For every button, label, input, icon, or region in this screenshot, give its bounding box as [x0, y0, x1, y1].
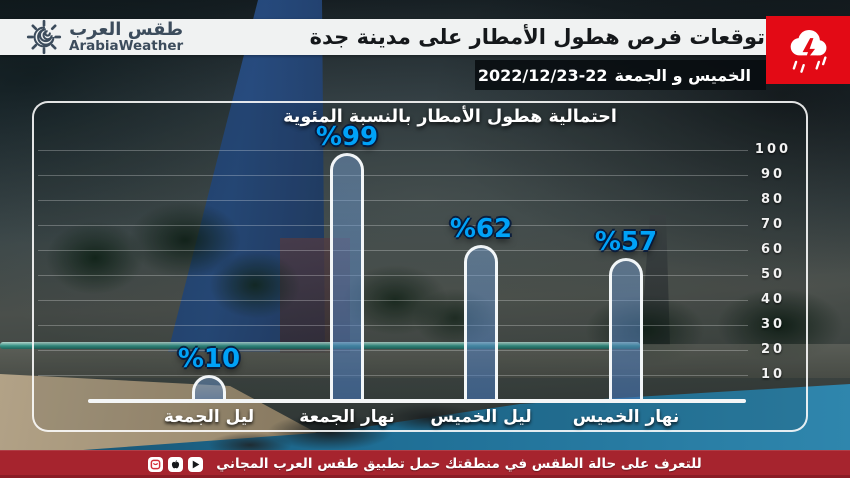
rain-bar — [609, 257, 643, 402]
bar-category-label: ليل الخميس — [430, 407, 532, 427]
y-tick-label-20: 20 — [760, 342, 786, 357]
bar-value-label: %57 — [594, 226, 658, 257]
date-bar: الخميس و الجمعة 2022/12/23-22 — [475, 60, 766, 90]
google-play-icon[interactable] — [188, 456, 204, 472]
huawei-appgallery-icon[interactable] — [148, 456, 164, 472]
chart-baseline — [88, 399, 746, 403]
rain-bar — [192, 375, 226, 402]
rain-bar — [330, 152, 364, 402]
gridline-40 — [38, 299, 748, 301]
rain-bar — [464, 245, 498, 402]
gridline-30 — [38, 324, 748, 326]
y-tick-label-50: 50 — [760, 267, 786, 282]
y-tick-label-80: 80 — [760, 192, 786, 207]
chart-title: احتمالية هطول الأمطار بالنسبة المئوية — [283, 107, 617, 127]
brand-name-arabic: طقس العرب — [69, 18, 184, 40]
page-title: توقعات فرص هطول الأمطار على مدينة جدة — [309, 25, 765, 49]
y-tick-label-100: 100 — [754, 142, 792, 157]
chart-frame — [32, 101, 808, 432]
footer-banner: للتعرف على حالة الطقس في منطقتك حمل تطبي… — [0, 450, 850, 478]
arabiaweather-logo: طقس العرب ArabiaWeather — [26, 19, 183, 55]
app-store-badges — [148, 456, 204, 472]
y-tick-label-90: 90 — [760, 167, 786, 182]
storm-cloud-icon — [790, 29, 827, 73]
y-tick-label-60: 60 — [760, 242, 786, 257]
gridline-80 — [38, 199, 748, 201]
gridline-50 — [38, 274, 748, 276]
y-tick-label-10: 10 — [760, 367, 786, 382]
y-tick-label-70: 70 — [760, 217, 786, 232]
sun-spiral-logo-icon — [26, 19, 62, 55]
gridline-90 — [38, 174, 748, 176]
footer-text: للتعرف على حالة الطقس في منطقتك حمل تطبي… — [216, 456, 702, 472]
storm-alert-badge — [766, 16, 850, 84]
bar-category-label: نهار الخميس — [572, 407, 680, 427]
bar-category-label: نهار الجمعة — [299, 407, 395, 427]
header-strip — [0, 19, 777, 55]
y-tick-label-30: 30 — [760, 317, 786, 332]
y-tick-label-40: 40 — [760, 292, 786, 307]
date-days-label: الخميس و الجمعة — [614, 65, 751, 85]
gridline-70 — [38, 224, 748, 226]
gridline-100 — [38, 149, 748, 151]
bar-value-label: %99 — [315, 121, 379, 152]
bar-category-label: ليل الجمعة — [163, 407, 255, 427]
gridline-20 — [38, 349, 748, 351]
brand-name-english: ArabiaWeather — [69, 37, 184, 54]
gridline-60 — [38, 249, 748, 251]
bar-value-label: %10 — [177, 344, 241, 374]
gridline-10 — [38, 374, 748, 376]
date-range-label: 2022/12/23-22 — [477, 65, 608, 85]
bar-value-label: %62 — [449, 214, 513, 244]
app-store-icon[interactable] — [168, 456, 184, 472]
